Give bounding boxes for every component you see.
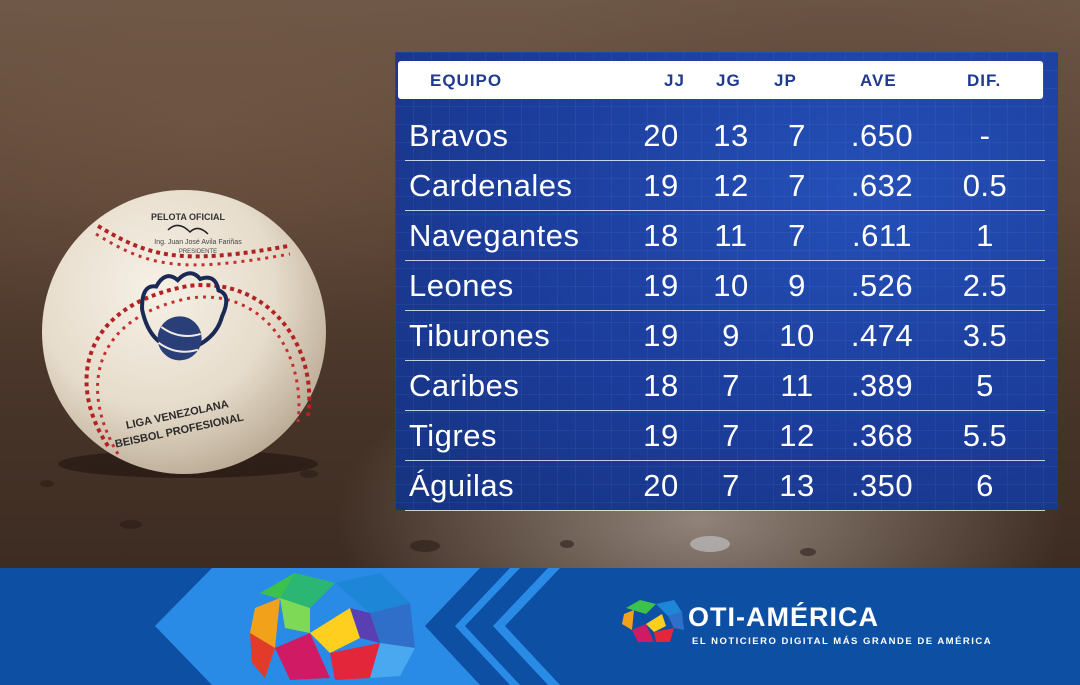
- table-row: Leones 19 10 9 .526 2.5: [405, 260, 1045, 311]
- games-lost: 12: [779, 418, 815, 453]
- games-behind: -: [979, 118, 991, 153]
- games-lost: 7: [788, 118, 806, 153]
- games-played: 19: [643, 418, 679, 453]
- average: .350: [850, 468, 914, 503]
- header-jp: JP: [774, 71, 797, 90]
- baseball-icon: PELOTA OFICIAL Ing. Juan José Avila Fari…: [42, 190, 326, 478]
- games-played: 19: [643, 168, 679, 203]
- games-behind: 6: [976, 468, 994, 503]
- games-played: 18: [643, 368, 679, 403]
- team-name: Tiburones: [409, 318, 551, 353]
- average: .632: [850, 168, 914, 203]
- header-jg: JG: [716, 71, 741, 90]
- games-won: 7: [722, 418, 740, 453]
- games-lost: 7: [788, 168, 806, 203]
- noticiero-logo-icon: [250, 573, 415, 680]
- noticiero-logo-icon: [622, 600, 684, 642]
- games-played: 20: [643, 118, 679, 153]
- brand-name: OTI-AMÉRICA: [688, 602, 879, 632]
- average: .389: [850, 368, 914, 403]
- table-header: EQUIPO JJ JG JP AVE DIF.: [398, 61, 1043, 99]
- footer-banner: [0, 568, 1080, 685]
- games-won: 9: [722, 318, 740, 353]
- ball-stamp-name: Ing. Juan José Avila Fariñas: [154, 239, 242, 246]
- games-lost: 13: [779, 468, 815, 503]
- games-lost: 7: [788, 218, 806, 253]
- games-won: 7: [722, 368, 740, 403]
- average: .368: [850, 418, 914, 453]
- brand-tagline: EL NOTICIERO DIGITAL MÁS GRANDE DE AMÉRI…: [692, 636, 993, 647]
- table-row: Bravos 20 13 7 .650 -: [405, 110, 1045, 161]
- games-won: 11: [714, 218, 748, 253]
- games-behind: 3.5: [962, 318, 1008, 353]
- average: .526: [850, 268, 914, 303]
- team-name: Tigres: [409, 418, 497, 453]
- games-won: 12: [713, 168, 749, 203]
- games-behind: 5.5: [962, 418, 1008, 453]
- team-name: Leones: [409, 268, 514, 303]
- ball-stamp-role: PRESIDENTE: [179, 249, 217, 255]
- header-team: EQUIPO: [430, 71, 503, 90]
- team-name: Águilas: [409, 468, 515, 503]
- brand-logo: OTI-AMÉRICA EL NOTICIERO DIGITAL MÁS GRA…: [622, 596, 1042, 656]
- games-lost: 10: [779, 318, 815, 353]
- ball-stamp-top: PELOTA OFICIAL: [151, 212, 225, 222]
- average: .650: [850, 118, 914, 153]
- games-behind: 1: [976, 218, 994, 253]
- table-row: Cardenales 19 12 7 .632 0.5: [405, 160, 1045, 211]
- games-played: 20: [643, 468, 679, 503]
- games-played: 19: [643, 268, 679, 303]
- table-row: Navegantes 18 11 7 .611 1: [405, 210, 1045, 261]
- games-behind: 0.5: [962, 168, 1008, 203]
- header-jj: JJ: [664, 71, 685, 90]
- table-row: Caribes 18 7 11 .389 5: [405, 360, 1045, 411]
- team-name: Navegantes: [409, 218, 580, 253]
- games-behind: 2.5: [962, 268, 1008, 303]
- table-row: Águilas 20 7 13 .350 6: [405, 460, 1045, 511]
- header-ave: AVE: [860, 71, 897, 90]
- games-lost: 9: [788, 268, 806, 303]
- games-won: 10: [713, 268, 749, 303]
- games-won: 7: [722, 468, 740, 503]
- table-row: Tiburones 19 9 10 .474 3.5: [405, 310, 1045, 361]
- games-behind: 5: [976, 368, 994, 403]
- team-name: Cardenales: [409, 168, 573, 203]
- games-won: 13: [713, 118, 749, 153]
- games-lost: 11: [780, 368, 814, 403]
- average: .474: [850, 318, 914, 353]
- team-name: Bravos: [409, 118, 509, 153]
- team-name: Caribes: [409, 368, 520, 403]
- average: .611: [851, 218, 913, 253]
- standings-table: EQUIPO JJ JG JP AVE DIF. Bravos 20 13 7 …: [395, 52, 1058, 511]
- chevron-icon: [465, 568, 548, 685]
- games-played: 18: [643, 218, 679, 253]
- table-row: Tigres 19 7 12 .368 5.5: [405, 410, 1045, 461]
- games-played: 19: [643, 318, 679, 353]
- chevron-icon: [425, 568, 510, 685]
- header-dif: DIF.: [967, 71, 1002, 90]
